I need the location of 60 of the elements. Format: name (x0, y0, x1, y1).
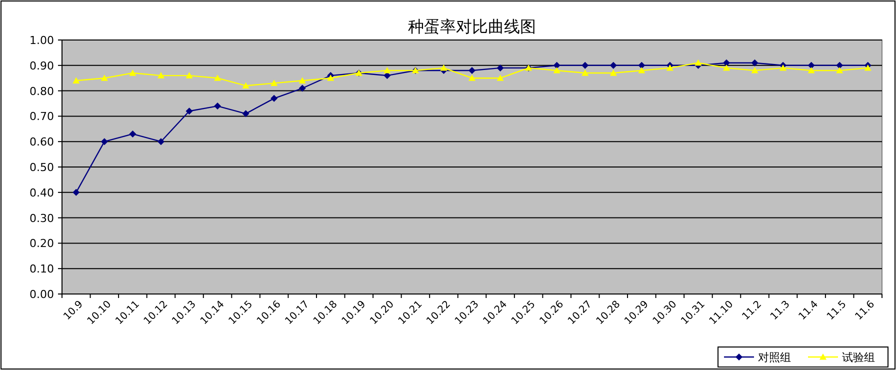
point (214, 102, 222, 110)
point (468, 66, 476, 74)
point (468, 74, 476, 81)
point (808, 62, 815, 69)
point (780, 64, 787, 71)
y-tick-label: 0.60 (30, 136, 54, 149)
point (384, 66, 391, 74)
y-tick-label: 0.00 (30, 288, 54, 301)
y-tick-label: 0.80 (30, 84, 54, 98)
point (610, 70, 617, 76)
y-tick-label: 0.40 (30, 186, 54, 200)
point (864, 64, 872, 71)
point (214, 74, 222, 81)
point (694, 59, 702, 66)
y-tick-label: 0.50 (30, 161, 54, 174)
point (100, 74, 108, 81)
point (270, 94, 278, 102)
point (610, 62, 617, 69)
y-tick-label: 1.00 (30, 34, 54, 47)
point (72, 188, 80, 196)
legend-label: 试验组 (842, 351, 875, 364)
point (298, 84, 306, 92)
point (722, 59, 730, 66)
point (242, 110, 250, 118)
point (129, 130, 136, 138)
point (440, 64, 448, 71)
point (836, 66, 844, 74)
y-tick-label: 0.20 (30, 237, 54, 250)
point (157, 138, 164, 146)
point (582, 62, 589, 69)
point (553, 66, 560, 74)
point (186, 72, 193, 78)
y-tick-label: 0.30 (30, 212, 54, 225)
point (836, 62, 844, 69)
point (638, 66, 646, 74)
legend-label: 对照组 (758, 351, 791, 364)
point (582, 70, 589, 76)
point (751, 66, 758, 74)
point (496, 64, 504, 72)
point (242, 82, 250, 89)
point (270, 80, 278, 86)
point (157, 72, 164, 78)
point (72, 77, 80, 84)
point (384, 72, 391, 80)
chart-title: 种蛋率对比曲线图 (408, 17, 536, 36)
point (751, 59, 758, 66)
point (553, 62, 560, 69)
y-tick-label: 0.90 (30, 59, 54, 72)
point (100, 138, 108, 146)
y-tick-label: 0.10 (30, 262, 54, 276)
point (186, 108, 193, 115)
point (808, 66, 815, 74)
point (298, 77, 306, 84)
point (638, 62, 646, 69)
point (327, 74, 334, 81)
point (722, 64, 730, 71)
point (666, 64, 674, 71)
point (129, 70, 136, 76)
point (496, 74, 504, 81)
y-tick-label: 0.70 (30, 110, 54, 124)
